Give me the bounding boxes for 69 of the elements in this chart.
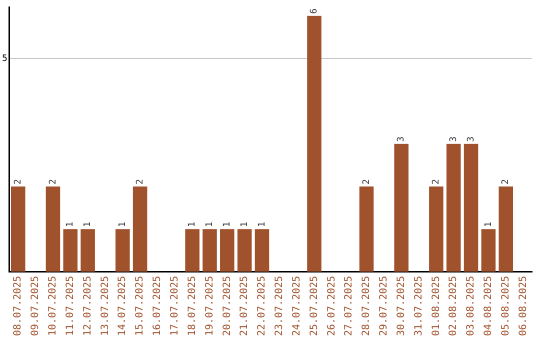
x-tick-label: 19.07.2025 bbox=[204, 276, 216, 336]
bar bbox=[80, 229, 95, 272]
bar bbox=[202, 229, 217, 272]
x-tick-label: 22.07.2025 bbox=[256, 276, 268, 336]
x-tick-label: 28.07.2025 bbox=[361, 276, 372, 336]
x-tick-label: 21.07.2025 bbox=[239, 276, 250, 336]
data-label: 1 bbox=[222, 222, 233, 228]
x-tick-label: 08.07.2025 bbox=[12, 276, 24, 336]
data-label: 2 bbox=[135, 179, 146, 185]
x-tick-label: 10.07.2025 bbox=[48, 276, 59, 336]
bar bbox=[46, 186, 60, 272]
x-tick-label: 02.08.2025 bbox=[448, 276, 460, 336]
x-tick-label: 09.07.2025 bbox=[30, 276, 42, 336]
bar bbox=[394, 144, 408, 272]
x-tick-label: 12.07.2025 bbox=[82, 276, 94, 336]
x-tick-label: 06.08.2025 bbox=[518, 276, 529, 336]
x-tick-label: 26.07.2025 bbox=[326, 276, 338, 336]
data-label: 1 bbox=[240, 222, 250, 228]
x-tick-label: 24.07.2025 bbox=[291, 276, 302, 336]
x-tick-label: 18.07.2025 bbox=[186, 276, 198, 336]
x-tick-label: 20.07.2025 bbox=[222, 276, 233, 336]
bar bbox=[132, 186, 148, 272]
data-label: 1 bbox=[83, 222, 94, 228]
data-label: 2 bbox=[501, 179, 512, 185]
data-label: 2 bbox=[13, 179, 24, 185]
data-label: 1 bbox=[484, 222, 494, 228]
x-tick-label: 23.07.2025 bbox=[274, 276, 286, 336]
bar bbox=[10, 186, 26, 272]
x-tick-label: 11.07.2025 bbox=[64, 276, 76, 336]
data-label: 1 bbox=[205, 222, 216, 228]
x-tick-label: 17.07.2025 bbox=[169, 276, 180, 336]
bar bbox=[481, 229, 496, 272]
x-tick-label: 15.07.2025 bbox=[134, 276, 146, 336]
x-tick-label: 31.07.2025 bbox=[413, 276, 424, 336]
data-label: 2 bbox=[432, 179, 442, 185]
y-tick-label: 5 bbox=[2, 54, 8, 64]
data-label: 6 bbox=[310, 8, 320, 14]
x-tick-label: 25.07.2025 bbox=[308, 276, 320, 336]
x-tick-label: 13.07.2025 bbox=[100, 276, 111, 336]
bar bbox=[446, 144, 461, 272]
data-label: 3 bbox=[448, 136, 459, 142]
bar bbox=[254, 229, 270, 272]
x-tick-label: 04.08.2025 bbox=[483, 276, 494, 336]
x-tick-label: 05.08.2025 bbox=[500, 276, 512, 336]
bar bbox=[307, 16, 322, 272]
data-label: 3 bbox=[466, 136, 476, 142]
x-tick-label: 27.07.2025 bbox=[344, 276, 355, 336]
x-tick-label: 16.07.2025 bbox=[152, 276, 164, 336]
bar bbox=[464, 144, 478, 272]
data-label: 1 bbox=[118, 222, 128, 228]
bar bbox=[498, 186, 514, 272]
bar bbox=[116, 229, 130, 272]
bar bbox=[63, 229, 78, 272]
data-label: 1 bbox=[66, 222, 76, 228]
bar bbox=[237, 229, 252, 272]
data-label: 3 bbox=[396, 136, 407, 142]
bar bbox=[359, 186, 374, 272]
data-label: 1 bbox=[188, 222, 198, 228]
data-label: 1 bbox=[257, 222, 268, 228]
x-tick-label: 30.07.2025 bbox=[396, 276, 407, 336]
x-tick-label: 03.08.2025 bbox=[466, 276, 477, 336]
x-tick-label: 29.07.2025 bbox=[378, 276, 390, 336]
data-label: 2 bbox=[362, 179, 372, 185]
x-tick-label: 14.07.2025 bbox=[117, 276, 128, 336]
bar bbox=[185, 229, 200, 272]
bar bbox=[429, 186, 444, 272]
bar bbox=[220, 229, 234, 272]
data-label: 2 bbox=[48, 179, 58, 185]
x-tick-label: 01.08.2025 bbox=[430, 276, 442, 336]
